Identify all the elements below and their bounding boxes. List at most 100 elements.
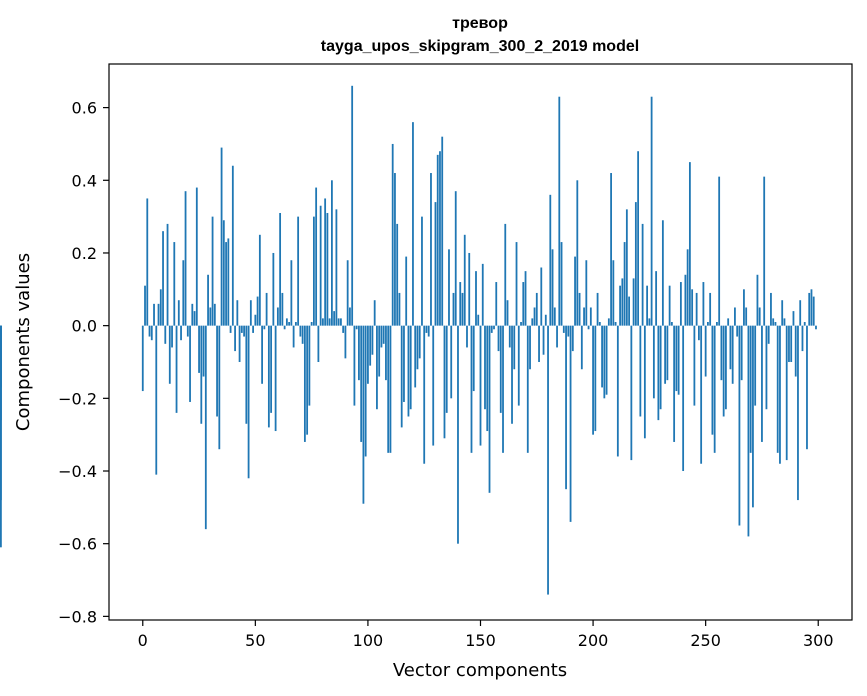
- bar: [738, 325, 741, 526]
- bar: [553, 307, 556, 326]
- bar: [556, 325, 558, 348]
- bar: [150, 325, 153, 341]
- bar: [502, 325, 504, 453]
- bar: [236, 300, 239, 326]
- y-tick-label: 0.4: [72, 171, 97, 190]
- bar: [749, 325, 752, 453]
- y-tick-label: 0.6: [72, 99, 97, 118]
- bar: [184, 191, 187, 326]
- bar: [141, 325, 144, 392]
- bar: [558, 96, 561, 326]
- bar: [283, 325, 286, 330]
- bar: [506, 300, 509, 326]
- bar: [574, 256, 576, 326]
- bar: [157, 303, 160, 326]
- bar: [736, 325, 739, 337]
- bar: [450, 325, 453, 399]
- bar: [459, 282, 462, 326]
- bar: [457, 325, 459, 544]
- x-tick-label: 200: [578, 631, 609, 650]
- bar: [180, 325, 182, 341]
- bar: [288, 322, 291, 326]
- bar: [781, 300, 784, 326]
- bar: [569, 325, 572, 522]
- y-tick-label: 0.2: [72, 244, 97, 263]
- bar: [493, 325, 495, 330]
- bar: [173, 242, 176, 326]
- bar: [679, 282, 682, 326]
- bar: [263, 325, 266, 330]
- bar: [294, 322, 297, 326]
- bar: [195, 187, 198, 326]
- bar: [448, 249, 450, 326]
- bar: [497, 325, 500, 352]
- bar: [628, 296, 630, 326]
- bar: [598, 322, 601, 326]
- bar: [306, 325, 309, 435]
- bar: [461, 292, 464, 326]
- y-axis-label: Components values: [13, 253, 34, 431]
- bar: [704, 325, 707, 377]
- bar: [198, 325, 200, 373]
- bar: [646, 285, 649, 326]
- bar: [162, 231, 164, 326]
- bar: [776, 325, 779, 453]
- bar: [799, 300, 802, 326]
- bar: [443, 325, 446, 439]
- bar: [270, 325, 273, 413]
- bar: [720, 325, 723, 381]
- bar: [412, 122, 414, 326]
- bar: [650, 96, 653, 326]
- bar: [385, 325, 387, 381]
- bar: [761, 325, 763, 442]
- bar-series: [0, 85, 817, 595]
- bar: [378, 325, 381, 377]
- bar: [520, 322, 522, 326]
- bar: [652, 325, 655, 399]
- x-tick-label: 100: [353, 631, 384, 650]
- bar: [810, 289, 813, 326]
- bar: [576, 180, 579, 326]
- bar: [218, 325, 221, 450]
- x-tick-label: 150: [465, 631, 496, 650]
- bar: [344, 325, 347, 359]
- bar: [580, 325, 583, 370]
- bar: [565, 325, 567, 490]
- bar: [358, 325, 360, 381]
- bar: [430, 173, 432, 326]
- bar: [607, 318, 610, 326]
- chart-subtitle: tayga_upos_skipgram_300_2_2019 model: [321, 38, 639, 55]
- bar: [756, 274, 759, 326]
- bar: [452, 292, 455, 326]
- bar: [603, 325, 606, 399]
- bar: [403, 325, 405, 402]
- bar: [380, 325, 383, 348]
- bar: [427, 325, 430, 337]
- x-tick-label: 300: [803, 631, 834, 650]
- bar: [436, 154, 439, 326]
- bar: [535, 292, 538, 326]
- bar: [398, 292, 401, 326]
- bar: [767, 325, 770, 344]
- bar: [243, 325, 245, 337]
- bar: [475, 271, 477, 326]
- bar: [684, 274, 687, 326]
- bar: [648, 318, 651, 326]
- bar: [418, 325, 421, 359]
- bar: [526, 325, 529, 453]
- bar: [191, 303, 194, 326]
- bar: [727, 318, 730, 326]
- bar: [432, 325, 435, 446]
- bar: [639, 325, 642, 417]
- bar: [349, 307, 351, 326]
- bar: [321, 318, 324, 326]
- bar: [718, 176, 721, 326]
- bar: [657, 325, 660, 421]
- bar: [589, 307, 592, 326]
- bar: [549, 194, 552, 326]
- bar: [297, 216, 300, 326]
- bar: [468, 252, 471, 326]
- bar: [209, 307, 212, 326]
- bar: [213, 303, 216, 326]
